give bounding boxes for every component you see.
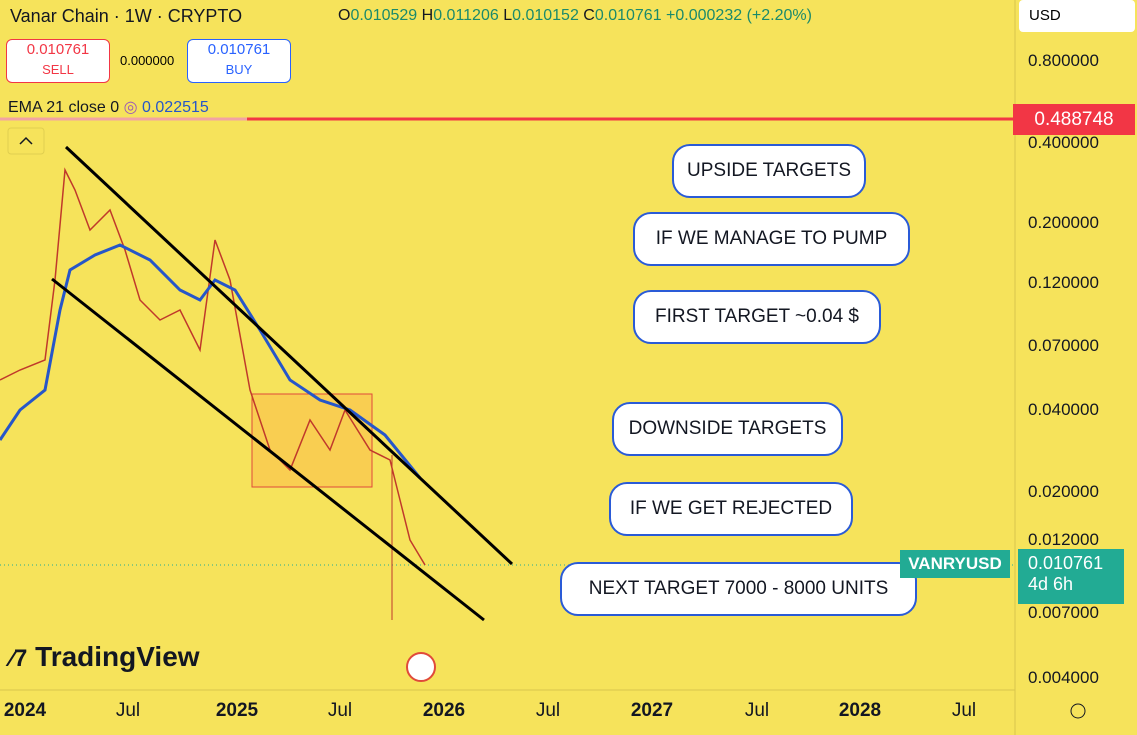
countdown: 4d 6h (1028, 574, 1074, 594)
price-axis-label: 0.120000 (1028, 273, 1099, 292)
buy-label: BUY (225, 62, 253, 77)
ohlc-key: L (503, 7, 513, 24)
channel-upper (64, 145, 514, 566)
ohlc-key: O (338, 7, 351, 24)
ohlc-value: 0.010152 (512, 7, 579, 24)
price-axis-label: 0.040000 (1028, 400, 1099, 419)
time-axis-label: Jul (327, 700, 353, 721)
price-axis-label: 0.012000 (1028, 530, 1099, 549)
last-price: 0.010761 (1028, 553, 1104, 573)
time-axis-label: 2024 (3, 700, 47, 721)
ema-line (0, 243, 422, 479)
annotation: FIRST TARGET ~0.04 $ (633, 290, 881, 344)
time-axis-label: 2028 (838, 700, 882, 721)
price-axis-label: 0.020000 (1028, 482, 1099, 501)
indicator: EMA 21 close 0 ◎ 0.022515 (8, 99, 209, 116)
price-axis-label: 0.070000 (1028, 336, 1099, 355)
time-axis-label: Jul (951, 700, 977, 721)
range-box (251, 393, 373, 488)
logo-text: TradingView (35, 641, 200, 672)
buy-price: 0.010761 (207, 41, 271, 58)
ohlc-key: C (583, 7, 595, 24)
price-axis-label: 0.800000 (1028, 51, 1099, 70)
ohlc-value: 0.010761 (594, 7, 662, 24)
ohlc-change: +0.000232 (+2.20%) (666, 7, 812, 24)
ohlc-value: 0.010529 (350, 7, 418, 24)
time-axis-label: Jul (115, 700, 141, 721)
symbol: Vanar Chain · 1W · CRYPTO (10, 6, 243, 26)
ohlc-key: H (421, 7, 434, 24)
collapse-icon (19, 136, 33, 145)
price-axis-label: 0.200000 (1028, 213, 1099, 232)
channel-lower (51, 277, 485, 622)
time-axis-label: Jul (744, 700, 770, 721)
indicator-value: 0.022515 (142, 99, 209, 116)
indicator-name: EMA 21 close 0 (8, 99, 120, 116)
time-axis-label: 2026 (422, 700, 466, 721)
annotation: DOWNSIDE TARGETS (612, 402, 843, 456)
ohlc: O0.010529 H0.011206 L0.010152 C0.010761 … (338, 7, 812, 25)
settings-icon[interactable] (1070, 703, 1086, 719)
collapse-button[interactable] (7, 127, 45, 155)
alert-tag: 0.488748 (1013, 104, 1135, 135)
annotation: NEXT TARGET 7000 - 8000 UNITS (560, 562, 917, 616)
sell-price: 0.010761 (26, 41, 90, 58)
price-axis-label: 0.004000 (1028, 668, 1099, 687)
event-flag[interactable] (406, 652, 436, 682)
time-axis-label: 2025 (215, 700, 259, 721)
ohlc-value: 0.011206 (433, 7, 499, 24)
time-axis-label: 2027 (630, 700, 674, 721)
last-price-tag: 0.010761 4d 6h (1018, 549, 1124, 604)
logo: ⁄7 TradingView (10, 641, 200, 672)
currency-select[interactable]: USD (1019, 0, 1135, 32)
price-axis-label: 0.007000 (1028, 603, 1099, 622)
annotation: IF WE GET REJECTED (609, 482, 853, 536)
ticker-tag: VANRYUSD (900, 550, 1010, 578)
spread: 0.000000 (120, 53, 175, 68)
buy-button[interactable]: 0.010761 BUY (187, 39, 291, 83)
sell-label: SELL (42, 62, 74, 77)
time-axis-label: Jul (535, 700, 561, 721)
price-path (0, 167, 426, 566)
annotation: UPSIDE TARGETS (672, 144, 866, 198)
sell-button[interactable]: 0.010761 SELL (6, 39, 110, 83)
price-axis-label: 0.400000 (1028, 133, 1099, 152)
annotation: IF WE MANAGE TO PUMP (633, 212, 910, 266)
